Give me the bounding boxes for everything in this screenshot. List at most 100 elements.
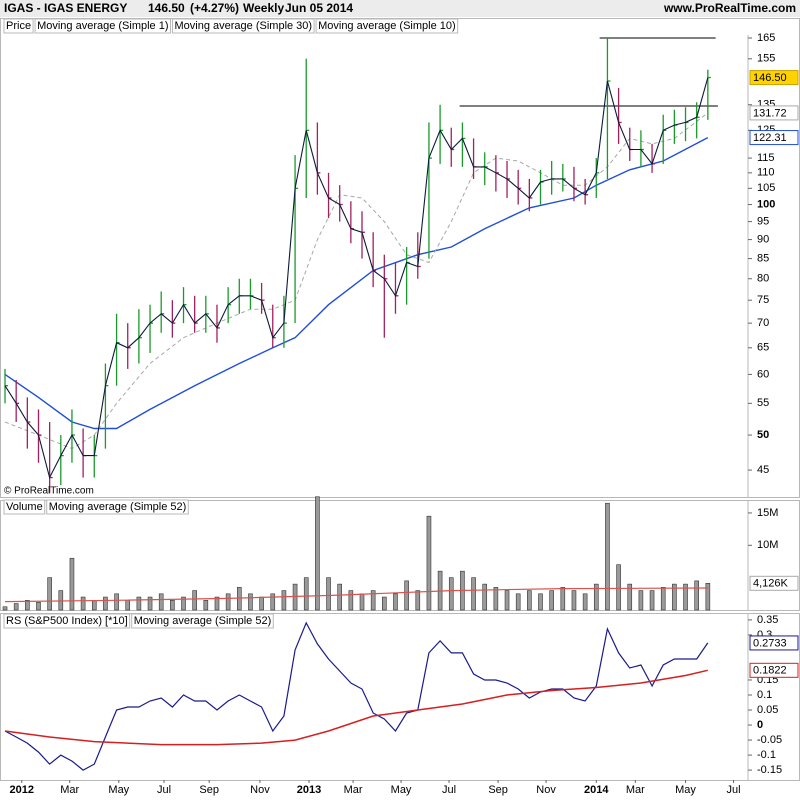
volume-bar <box>370 590 376 611</box>
moving-average <box>4 136 709 430</box>
y-tick-label: 45 <box>757 464 769 476</box>
y-tick-label: 0.05 <box>757 704 778 716</box>
legend-entry: Price <box>6 20 31 32</box>
volume-bar <box>203 599 209 611</box>
volume-bar <box>672 583 677 611</box>
volume-bar <box>404 580 409 611</box>
y-tick-label: 60 <box>757 368 769 380</box>
legend-box <box>34 18 172 34</box>
volume-bar <box>25 599 30 611</box>
volume-bar <box>158 593 164 611</box>
volume-bar <box>471 577 476 611</box>
volume-bar <box>259 596 264 611</box>
x-tick-label: May <box>108 784 129 796</box>
legend-entry: Volume <box>6 501 43 513</box>
last-value-box <box>749 662 799 678</box>
legend-entry: Moving average (Simple 52) <box>134 615 272 627</box>
y-tick-label: 100 <box>757 198 775 210</box>
volume-bar <box>638 590 644 611</box>
x-tick-label: May <box>675 784 696 796</box>
x-tick-label: Jul <box>442 784 456 796</box>
volume-bar <box>47 577 52 611</box>
last-value-box <box>749 70 799 86</box>
y-tick-label: 90 <box>757 233 769 245</box>
x-tick-label: Nov <box>536 784 556 796</box>
close-line <box>4 77 709 480</box>
legend-box <box>46 499 189 515</box>
volume-bar <box>705 583 711 611</box>
y-tick-label: 110 <box>757 167 775 179</box>
y-tick-label: 165 <box>757 32 775 44</box>
legend-box <box>315 18 459 34</box>
volume-bar <box>225 593 231 611</box>
y-tick-label: 65 <box>757 342 769 354</box>
y-tick-label: 115 <box>757 152 775 164</box>
volume-bar <box>393 593 398 611</box>
volume-bar <box>649 590 655 611</box>
volume-average <box>4 587 708 603</box>
y-tick-label: -0.05 <box>757 734 782 746</box>
volume-bar <box>181 596 186 611</box>
volume-bar <box>359 593 365 611</box>
date: Jun 05 2014 <box>285 1 353 15</box>
volume-bar <box>136 596 142 611</box>
volume-bar <box>170 599 175 611</box>
x-tick-label: Nov <box>250 784 270 796</box>
volume-bar <box>482 583 488 611</box>
x-tick-label: 2013 <box>297 784 321 796</box>
y-tick-label: 155 <box>757 53 775 65</box>
y-tick-label: 85 <box>757 252 769 264</box>
volume-bar <box>560 587 566 611</box>
volume-bar <box>281 590 287 611</box>
y-tick-label: 55 <box>757 397 769 409</box>
volume-bar <box>58 590 64 611</box>
legend-entry: Moving average (Simple 1) <box>37 20 168 32</box>
rs-average <box>4 669 708 746</box>
last-value-box <box>749 105 799 121</box>
legend-entry: Moving average (Simple 10) <box>318 20 456 32</box>
period: Weekly <box>243 1 284 15</box>
volume-bar <box>125 599 131 611</box>
x-tick-label: Jul <box>726 784 740 796</box>
volume-bar <box>348 590 354 611</box>
y-tick-label: 0.1 <box>757 689 772 701</box>
volume-bar <box>382 596 387 611</box>
last-value-box <box>749 635 799 651</box>
y-tick-label: -0.15 <box>757 764 782 776</box>
volume-bar <box>2 606 8 611</box>
volume-bar <box>13 603 19 611</box>
y-tick-label: 0.35 <box>757 614 778 626</box>
volume-bar <box>69 557 75 611</box>
legend-box <box>3 499 46 515</box>
volume-bar <box>448 577 454 611</box>
x-tick-label: Sep <box>488 784 508 796</box>
volume-bar <box>147 596 153 611</box>
x-tick-label: May <box>391 784 412 796</box>
volume-bar <box>616 564 621 611</box>
last-value-label: 4,126K <box>753 578 789 590</box>
symbol: IGAS - IGAS ENERGY <box>4 1 127 15</box>
volume-bar <box>337 583 342 611</box>
volume-bar <box>80 596 86 611</box>
legend-box <box>131 613 274 629</box>
volume-bar <box>504 590 510 611</box>
y-tick-label: 75 <box>757 294 769 306</box>
header-bar <box>0 0 800 17</box>
x-tick-label: 2014 <box>584 784 609 796</box>
volume-bar <box>515 593 521 611</box>
x-tick-label: Mar <box>626 784 645 796</box>
volume-bar <box>214 596 220 611</box>
volume-bar <box>326 577 331 611</box>
volume-bar <box>303 577 309 611</box>
volume-bar <box>582 593 588 611</box>
volume-bar <box>593 583 599 611</box>
volume-bar <box>683 583 688 611</box>
copyright: © ProRealTime.com <box>4 486 94 497</box>
legend-entry: Moving average (Simple 52) <box>49 501 187 513</box>
last-value-box <box>749 130 799 146</box>
volume-bar <box>527 590 532 611</box>
volume-bar <box>103 596 108 611</box>
volume-bar <box>248 593 253 611</box>
panel-frame <box>0 500 800 611</box>
